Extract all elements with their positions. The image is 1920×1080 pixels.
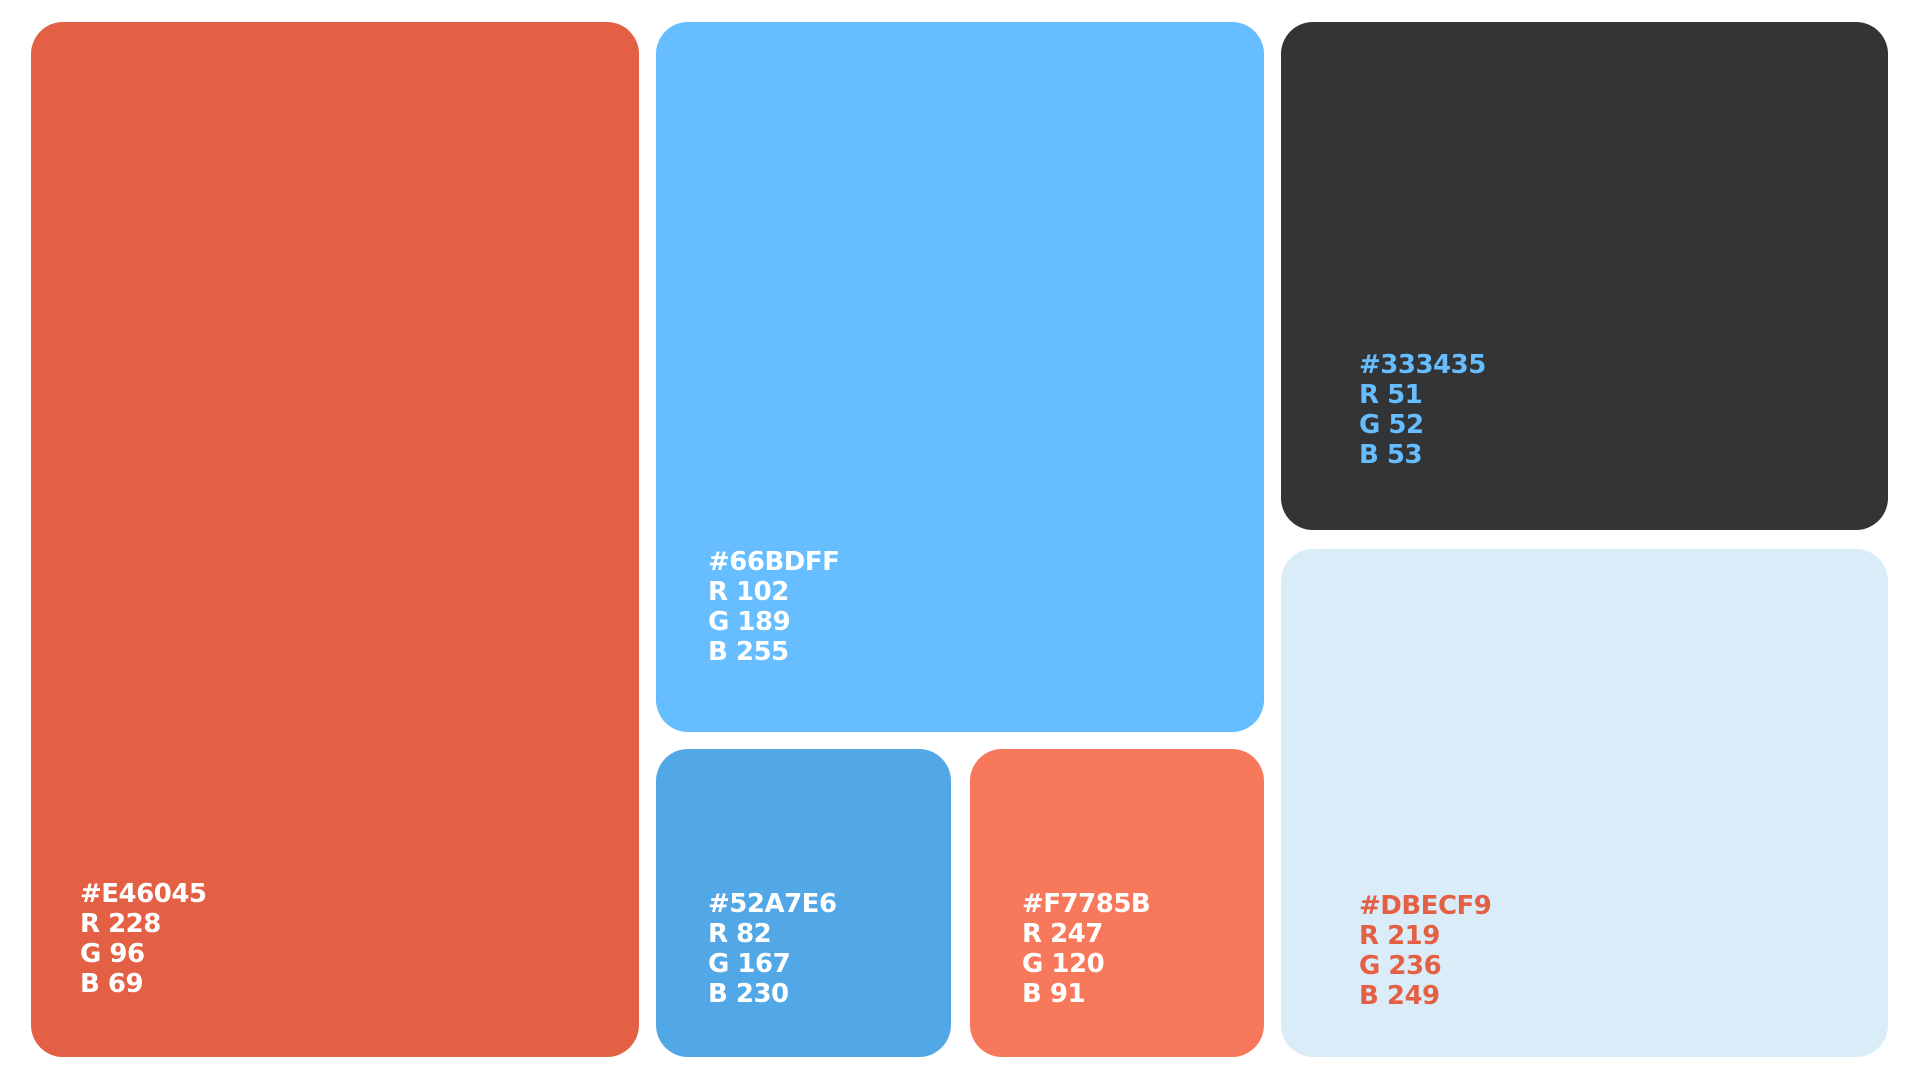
rgb-value: B 53 xyxy=(1359,440,1423,470)
rgb-value: B 69 xyxy=(80,969,144,999)
rgb-value: R 51 xyxy=(1359,380,1423,410)
rgb-value: R 247 xyxy=(1022,919,1103,949)
rgb-value: R 219 xyxy=(1359,921,1440,951)
color-swatch xyxy=(656,749,951,1057)
hex-code: #DBECF9 xyxy=(1359,891,1492,921)
color-label: #DBECF9 R 219 G 236 B 249 xyxy=(1359,891,1492,1011)
rgb-value: R 82 xyxy=(708,919,772,949)
rgb-value: G 120 xyxy=(1022,949,1105,979)
hex-code: #E46045 xyxy=(80,879,207,909)
color-swatch xyxy=(970,749,1264,1057)
rgb-value: R 228 xyxy=(80,909,161,939)
color-label: #E46045 R 228 G 96 B 69 xyxy=(80,879,207,999)
rgb-value: G 236 xyxy=(1359,951,1442,981)
color-swatch xyxy=(31,22,639,1057)
color-label: #F7785B R 247 G 120 B 91 xyxy=(1022,889,1151,1009)
rgb-value: B 230 xyxy=(708,979,789,1009)
rgb-value: G 96 xyxy=(80,939,145,969)
rgb-value: G 189 xyxy=(708,607,791,637)
rgb-value: G 52 xyxy=(1359,410,1424,440)
color-swatch xyxy=(1281,549,1888,1057)
color-swatch xyxy=(1281,22,1888,530)
color-label: #333435 R 51 G 52 B 53 xyxy=(1359,350,1486,470)
hex-code: #F7785B xyxy=(1022,889,1151,919)
rgb-value: G 167 xyxy=(708,949,791,979)
hex-code: #333435 xyxy=(1359,350,1486,380)
color-label: #52A7E6 R 82 G 167 B 230 xyxy=(708,889,837,1009)
color-swatch xyxy=(656,22,1264,732)
hex-code: #66BDFF xyxy=(708,547,840,577)
color-label: #66BDFF R 102 G 189 B 255 xyxy=(708,547,840,667)
rgb-value: B 255 xyxy=(708,637,789,667)
rgb-value: B 249 xyxy=(1359,981,1440,1011)
hex-code: #52A7E6 xyxy=(708,889,837,919)
rgb-value: R 102 xyxy=(708,577,789,607)
rgb-value: B 91 xyxy=(1022,979,1086,1009)
